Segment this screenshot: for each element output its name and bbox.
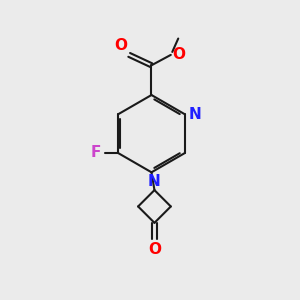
Text: O: O (148, 242, 161, 257)
Text: O: O (172, 47, 185, 62)
Text: N: N (148, 174, 161, 189)
Text: O: O (115, 38, 128, 53)
Text: F: F (90, 146, 101, 160)
Text: N: N (189, 107, 202, 122)
